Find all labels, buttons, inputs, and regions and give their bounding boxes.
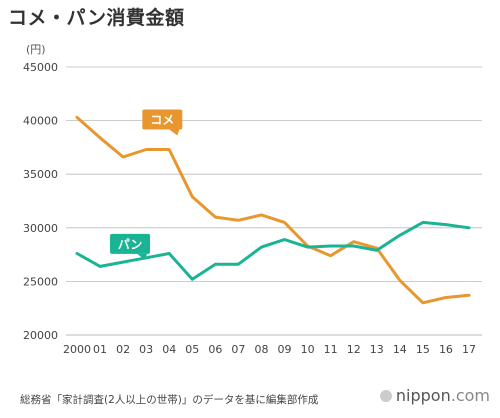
y-tick-label: 25000 [23, 275, 58, 288]
x-tick-label: 13 [370, 343, 384, 356]
y-tick-label: 35000 [23, 168, 58, 181]
x-tick-label: 08 [254, 343, 268, 356]
chart-title: コメ・パン消費金額 [8, 7, 185, 29]
grid-lines [66, 66, 482, 336]
x-tick-label: 01 [93, 343, 107, 356]
series-line-1 [75, 220, 471, 281]
y-tick-label: 20000 [23, 329, 58, 342]
series-label-1: パン [110, 233, 151, 260]
series-label-pointer [169, 129, 180, 136]
x-tick-label: 06 [208, 343, 222, 356]
y-tick-labels: 20000 25000 30000 35000 40000 45000 [23, 61, 58, 342]
x-tick-label: 12 [347, 343, 361, 356]
brand-name: nippon [395, 386, 451, 405]
brand-logo: nippon .com [379, 386, 490, 405]
series-label-0: コメ [142, 109, 183, 136]
x-tick-label: 10 [301, 343, 315, 356]
x-tick-label: 04 [162, 343, 176, 356]
x-tick-label: 16 [439, 343, 453, 356]
x-tick-label: 09 [278, 343, 292, 356]
y-tick-label: 40000 [23, 115, 58, 128]
series-label-text: パン [118, 237, 143, 251]
x-tick-label: 17 [462, 343, 476, 356]
x-tick-label: 14 [393, 343, 407, 356]
series-lines [75, 115, 471, 305]
series-label-box [110, 233, 151, 254]
nippon-logo-icon [379, 389, 392, 402]
source-note: 総務省「家計調査(2人以上の世帯)」のデータを基に編集部作成 [20, 394, 319, 406]
brand-suffix: .com [450, 386, 490, 405]
y-tick-label: 30000 [23, 222, 58, 235]
series-label-text: コメ [150, 113, 174, 127]
series-label-pointer [137, 253, 148, 260]
x-tick-label: 15 [416, 343, 430, 356]
y-tick-label: 45000 [23, 61, 58, 74]
x-tick-label: 2000 [63, 343, 91, 356]
series-line-0 [75, 115, 471, 305]
x-tick-label: 02 [116, 343, 130, 356]
x-tick-label: 11 [324, 343, 338, 356]
y-axis-unit-label: (円) [26, 43, 46, 56]
series-label-box [142, 109, 183, 130]
x-tick-labels: 2000 01 02 03 04 05 06 07 08 09 10 11 12 13 14 15 16 17 [63, 343, 476, 356]
x-tick-label: 05 [185, 343, 199, 356]
x-tick-label: 07 [231, 343, 245, 356]
x-tick-label: 03 [139, 343, 153, 356]
